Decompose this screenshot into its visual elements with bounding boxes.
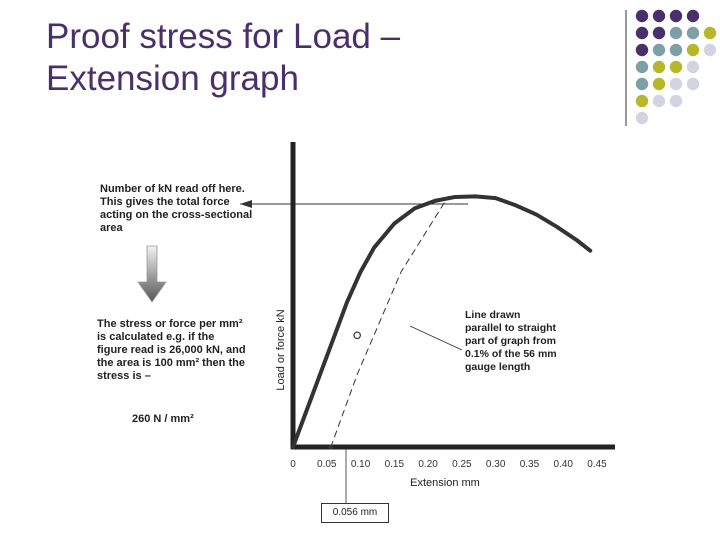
read-off-note: Number of kN read off here. This gives t… (100, 183, 253, 234)
offset-value-box: 0.056 mm (321, 503, 389, 523)
x-tick-label: 0.25 (452, 459, 472, 470)
x-tick-label: 0.15 (385, 459, 405, 470)
chart-series (291, 194, 593, 449)
parallel-leader-line (409, 325, 463, 351)
down-arrow-icon (137, 245, 167, 303)
offset-intersection-marker (353, 331, 361, 340)
load-extension-curve (291, 194, 593, 449)
x-tick-label: 0.40 (553, 459, 573, 470)
read-off-arrowhead (240, 200, 252, 208)
x-tick-label: 0.05 (317, 459, 337, 470)
x-tick-label: 0.45 (587, 459, 607, 470)
slide-title-line1: Proof stress for Load – (46, 17, 401, 56)
x-tick-label: 0 (290, 459, 296, 470)
stress-calculation-note: The stress or force per mm² is calculate… (97, 318, 246, 382)
parallel-line-note: Line drawn parallel to straight part of … (465, 309, 557, 373)
x-tick-label: 0.30 (486, 459, 506, 470)
x-tick-label: 0.20 (418, 459, 438, 470)
offset-parallel-line (330, 195, 449, 448)
stress-result-note: 260 N / mm² (132, 413, 194, 425)
slide-title-line2: Extension graph (46, 59, 299, 98)
x-tick-labels: 0 0.05 0.10 0.15 0.20 0.25 0.30 0.35 0.40 0.45 (290, 459, 607, 470)
offset-origin-marker (328, 444, 334, 450)
x-tick-label: 0.35 (520, 459, 540, 470)
slide-title: Proof stress for Load – Extension graph (46, 16, 400, 100)
x-tick-label: 0.10 (351, 459, 371, 470)
y-axis-title: Load or force kN (275, 309, 287, 390)
chart-markers (328, 331, 361, 450)
x-axis-title: Extension mm (410, 477, 480, 489)
